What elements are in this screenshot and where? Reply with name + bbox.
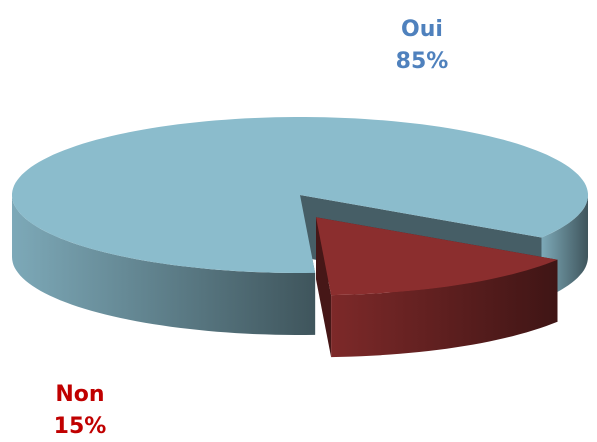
slice-cut-face [316,217,332,358]
slice-side [331,259,558,358]
slice-value-label: 15% [54,414,107,439]
slice-top [316,217,558,296]
slice-top [12,117,588,273]
slice-side [12,195,316,335]
slice-label: Oui [401,17,443,42]
slice-value-label: 85% [396,49,449,74]
slice-label: Non [55,382,104,407]
